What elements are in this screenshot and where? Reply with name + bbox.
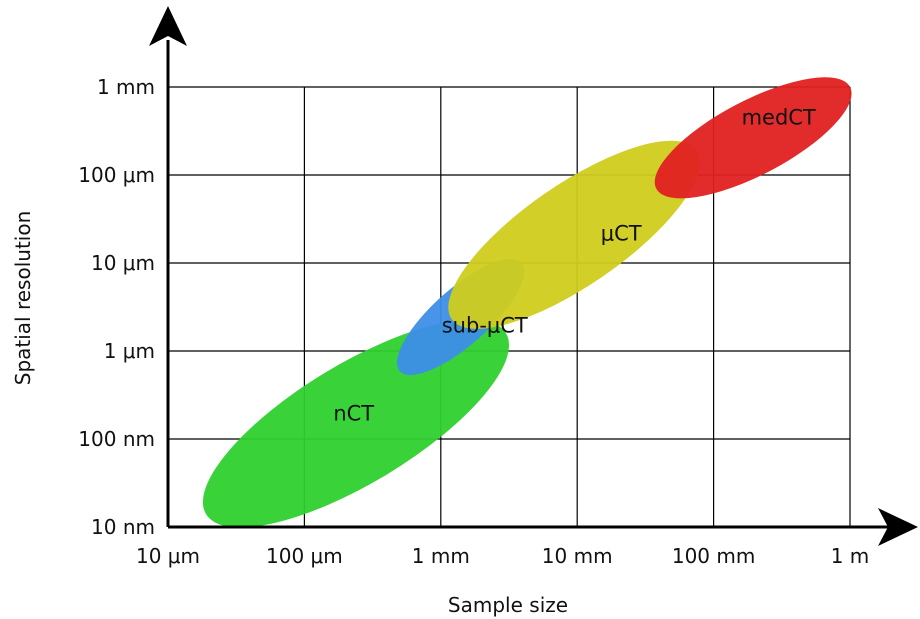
x-axis-title: Sample size <box>448 593 568 617</box>
regions <box>202 77 852 528</box>
x-tick-label: 10 mm <box>542 544 613 568</box>
x-tick-label: 100 mm <box>672 544 756 568</box>
x-tick-label: 1 mm <box>412 544 470 568</box>
region-ct <box>448 140 700 329</box>
y-tick-label: 10 μm <box>91 251 155 275</box>
region-label-medct: medCT <box>742 105 816 129</box>
region-nct <box>202 319 510 528</box>
x-axis-arrow-icon <box>878 508 918 546</box>
axes <box>149 6 918 546</box>
y-tick-label: 100 μm <box>78 163 155 187</box>
region-label-ct: μCT <box>601 222 642 246</box>
x-tick-label: 100 μm <box>266 544 343 568</box>
x-tick-label: 1 m <box>831 544 870 568</box>
region-label-nct: nCT <box>333 401 374 425</box>
y-tick-label: 1 mm <box>97 75 155 99</box>
x-tick-label: 10 μm <box>136 544 200 568</box>
y-tick-label: 1 μm <box>104 339 155 363</box>
y-axis-title: Spatial resolution <box>11 211 35 386</box>
y-axis-arrow-icon <box>149 6 187 46</box>
region-label-sub-ct: sub-μCT <box>442 313 528 337</box>
region-labels: nCT sub-μCT μCT medCT <box>333 105 816 425</box>
y-tick-label: 100 nm <box>78 427 155 451</box>
tick-labels: 10 μm 100 μm 1 mm 10 mm 100 mm 1 m 10 nm 100 nm… <box>78 75 869 568</box>
region-medct <box>654 77 852 199</box>
y-tick-label: 10 nm <box>91 515 155 539</box>
